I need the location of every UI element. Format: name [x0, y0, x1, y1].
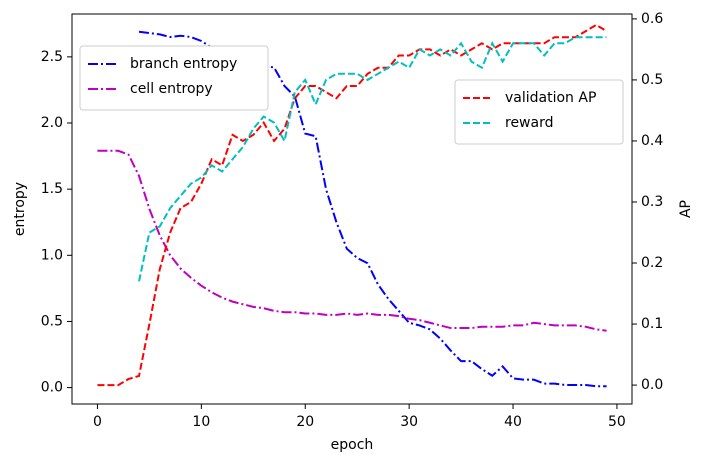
y2-tick-label: 0.3: [641, 194, 663, 210]
legend-box: [79, 45, 269, 111]
x-tick-label: 50: [608, 414, 626, 430]
y-tick-label: 1.5: [41, 181, 63, 197]
x-tick-label: 20: [296, 414, 314, 430]
legend: branch entropy cell entropy: [79, 45, 269, 111]
y-tick-label: 2.0: [41, 115, 63, 131]
series-line: [97, 149, 607, 332]
x-axis-label: epoch: [331, 437, 374, 453]
x-tick-label: 10: [192, 414, 210, 430]
y2-tick-label: 0.4: [641, 133, 663, 149]
plot-frame: [71, 13, 633, 405]
x-tick-label: 40: [504, 414, 522, 430]
y-tick-label: 0.0: [41, 380, 63, 396]
legend-box: [454, 79, 624, 145]
y-tick-label: 1.0: [41, 247, 63, 263]
x-tick-label: 0: [93, 414, 102, 430]
y2-axis-label: AP: [678, 200, 694, 218]
legend: validation AP reward: [454, 79, 624, 145]
x-tick-label: 30: [400, 414, 418, 430]
y2-tick-label: 0.5: [641, 72, 663, 88]
legend-label: validation AP: [505, 90, 596, 106]
y2-tick-label: 0.6: [641, 11, 663, 27]
series-line: [138, 36, 607, 282]
legend-label: branch entropy: [130, 56, 237, 72]
y2-tick-label: 0.2: [641, 255, 663, 271]
legend-label: cell entropy: [130, 81, 213, 97]
y-tick-label: 0.5: [41, 313, 63, 329]
series-line: [97, 23, 608, 387]
y-tick-label: 2.5: [41, 49, 63, 65]
y2-tick-label: 0.1: [641, 316, 663, 332]
legend-label: reward: [505, 115, 554, 131]
y2-tick-label: 0.0: [641, 377, 663, 393]
y-axis-label: entropy: [12, 182, 28, 236]
